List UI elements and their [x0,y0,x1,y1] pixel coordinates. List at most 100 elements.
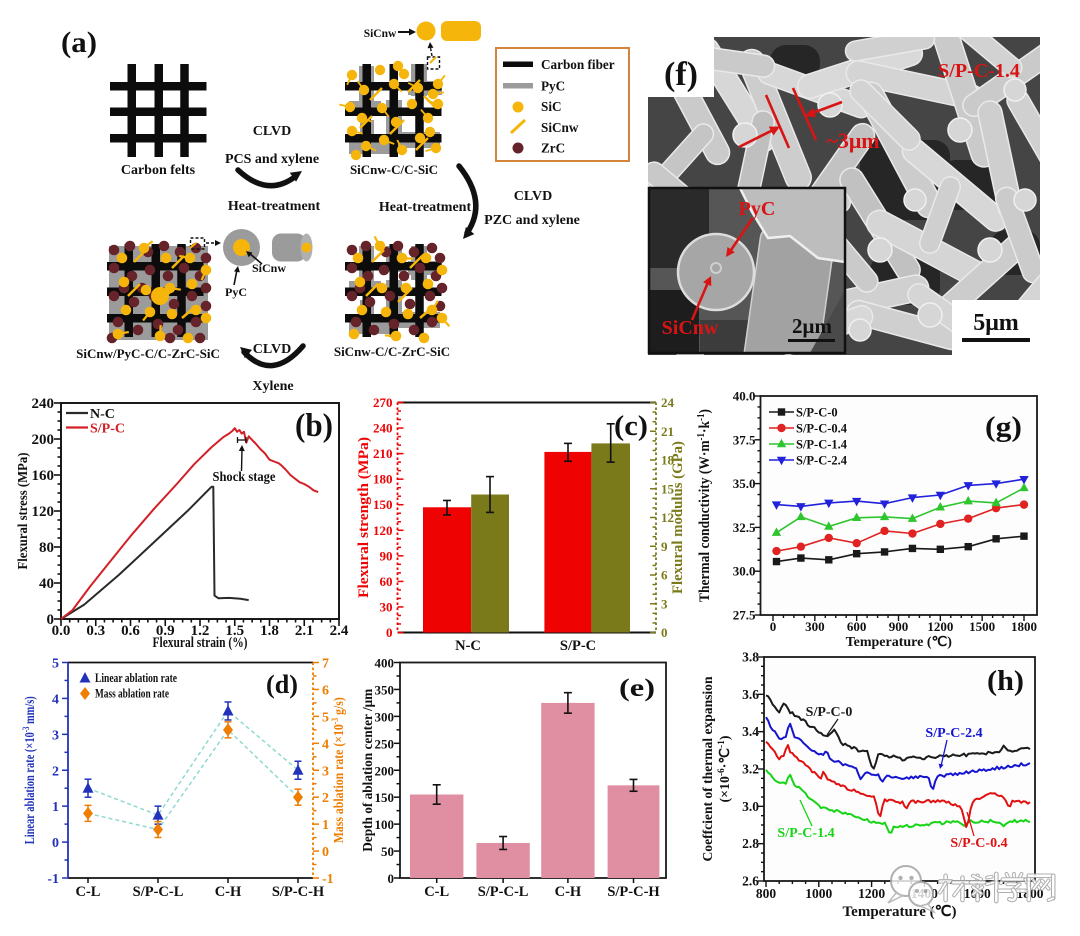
svg-text:PCS and xylene: PCS and xylene [225,152,319,167]
svg-text:SiCnw-C/C-SiC: SiCnw-C/C-SiC [350,162,438,177]
svg-text:~3μm: ~3μm [826,128,879,153]
svg-text:(c): (c) [614,410,648,442]
svg-text:30.0: 30.0 [733,564,756,579]
svg-text:6: 6 [661,568,668,583]
svg-text:2.4: 2.4 [330,623,349,639]
svg-text:SiCnw: SiCnw [662,317,719,339]
svg-text:0: 0 [52,836,59,851]
svg-text:Flexural strain (%): Flexural strain (%) [153,635,248,651]
svg-text:800: 800 [756,886,777,901]
svg-text:3.8: 3.8 [742,650,759,665]
svg-text:3.2: 3.2 [742,762,759,777]
svg-text:(h): (h) [987,666,1024,697]
svg-text:CLVD: CLVD [253,342,291,357]
svg-text:Linear ablation rate (×10-3 mm: Linear ablation rate (×10-3 mm/s) [21,696,38,844]
svg-text:Carbon fiber: Carbon fiber [541,57,615,72]
svg-text:S/P-C-H: S/P-C-H [607,884,660,900]
svg-text:2.1: 2.1 [295,623,314,639]
svg-text:24: 24 [661,395,675,410]
svg-text:(b): (b) [295,408,333,444]
svg-text:300: 300 [805,619,825,634]
svg-text:350: 350 [375,682,395,697]
svg-text:27.5: 27.5 [733,608,756,623]
svg-text:6: 6 [322,683,329,698]
svg-text:50: 50 [381,844,394,859]
svg-text:9: 9 [661,539,668,554]
svg-text:S/P-C-H: S/P-C-H [272,884,325,900]
svg-text:Flexural stress (MPa): Flexural stress (MPa) [16,452,31,569]
svg-text:2μm: 2μm [792,314,832,338]
svg-text:3.0: 3.0 [742,799,759,814]
svg-text:1: 1 [322,818,329,833]
svg-text:SiCnw: SiCnw [364,28,397,40]
svg-text:1200: 1200 [927,619,953,634]
svg-text:150: 150 [373,497,393,512]
svg-text:3.4: 3.4 [742,724,759,739]
svg-text:240: 240 [373,421,393,436]
svg-text:100: 100 [375,817,395,832]
svg-text:0: 0 [47,612,55,628]
svg-text:PyC: PyC [541,79,565,94]
svg-text:600: 600 [847,619,867,634]
svg-text:Heat-treatment: Heat-treatment [228,199,321,214]
svg-text:Flexural strength (MPa): Flexural strength (MPa) [356,437,372,598]
svg-text:Temperature (℃): Temperature (℃) [846,635,953,650]
svg-text:32.5: 32.5 [733,520,756,535]
svg-text:1.5: 1.5 [225,623,244,639]
svg-text:2: 2 [52,764,59,779]
svg-text:Shock stage: Shock stage [213,469,276,484]
svg-text:1500: 1500 [969,619,995,634]
svg-text:Xylene: Xylene [252,379,293,394]
svg-text:0: 0 [770,619,777,634]
svg-text:15: 15 [661,481,675,496]
svg-text:Mass ablation rate (×10-3 g/s): Mass ablation rate (×10-3 g/s) [330,697,347,843]
svg-text:(f): (f) [664,56,698,93]
svg-text:2.6: 2.6 [742,874,759,889]
svg-text:2: 2 [322,791,329,806]
svg-text:S/P-C-0: S/P-C-0 [796,406,838,420]
svg-text:400: 400 [375,656,395,671]
svg-text:S/P-C-0.4: S/P-C-0.4 [796,422,848,436]
svg-text:PyC: PyC [225,285,247,299]
svg-text:4: 4 [52,692,59,707]
svg-text:CLVD: CLVD [253,124,291,139]
svg-text:C-L: C-L [424,884,449,900]
svg-text:S/P-C-0: S/P-C-0 [806,705,853,720]
svg-text:SiCnw-C/C-ZrC-SiC: SiCnw-C/C-ZrC-SiC [334,344,450,359]
svg-text:3: 3 [322,764,329,779]
svg-text:1000: 1000 [805,886,832,901]
svg-text:Thermal conductivity (W·m-1·k-: Thermal conductivity (W·m-1·k-1) [696,409,714,602]
svg-text:(×10-6·℃-1): (×10-6·℃-1) [717,735,733,802]
svg-text:N-C: N-C [455,638,481,654]
svg-text:SiCnw: SiCnw [252,261,286,275]
svg-text:SiC: SiC [541,99,562,114]
svg-text:0: 0 [388,871,395,886]
svg-text:(g): (g) [985,412,1022,443]
svg-text:21: 21 [661,424,674,439]
svg-text:90: 90 [380,548,393,563]
svg-text:1.2: 1.2 [191,623,210,639]
svg-text:Coeffcient of thermal expansio: Coeffcient of thermal expansion [701,676,716,861]
svg-text:Mass ablation rate: Mass ablation rate [95,687,169,701]
svg-text:0: 0 [322,845,329,860]
svg-text:3: 3 [661,596,668,611]
svg-text:S/P-C-0.4: S/P-C-0.4 [950,836,1007,851]
svg-text:1800: 1800 [1011,619,1037,634]
svg-text:160: 160 [32,468,55,484]
svg-text:5: 5 [322,710,329,725]
svg-text:S/P-C-L: S/P-C-L [478,884,529,900]
svg-text:120: 120 [373,523,393,538]
svg-text:-1: -1 [322,872,334,887]
svg-text:4: 4 [322,737,329,752]
svg-text:S/P-C-L: S/P-C-L [133,884,184,900]
svg-text:0.0: 0.0 [52,623,71,639]
svg-text:(d): (d) [266,670,298,699]
svg-text:S/P-C: S/P-C [560,638,596,654]
svg-text:40: 40 [39,576,54,592]
svg-text:C-H: C-H [215,884,242,900]
svg-text:S/P-C: S/P-C [90,422,125,437]
svg-text:35.0: 35.0 [733,476,756,491]
svg-text:0.6: 0.6 [121,623,140,639]
svg-text:C-H: C-H [555,884,582,900]
svg-text:300: 300 [375,709,395,724]
